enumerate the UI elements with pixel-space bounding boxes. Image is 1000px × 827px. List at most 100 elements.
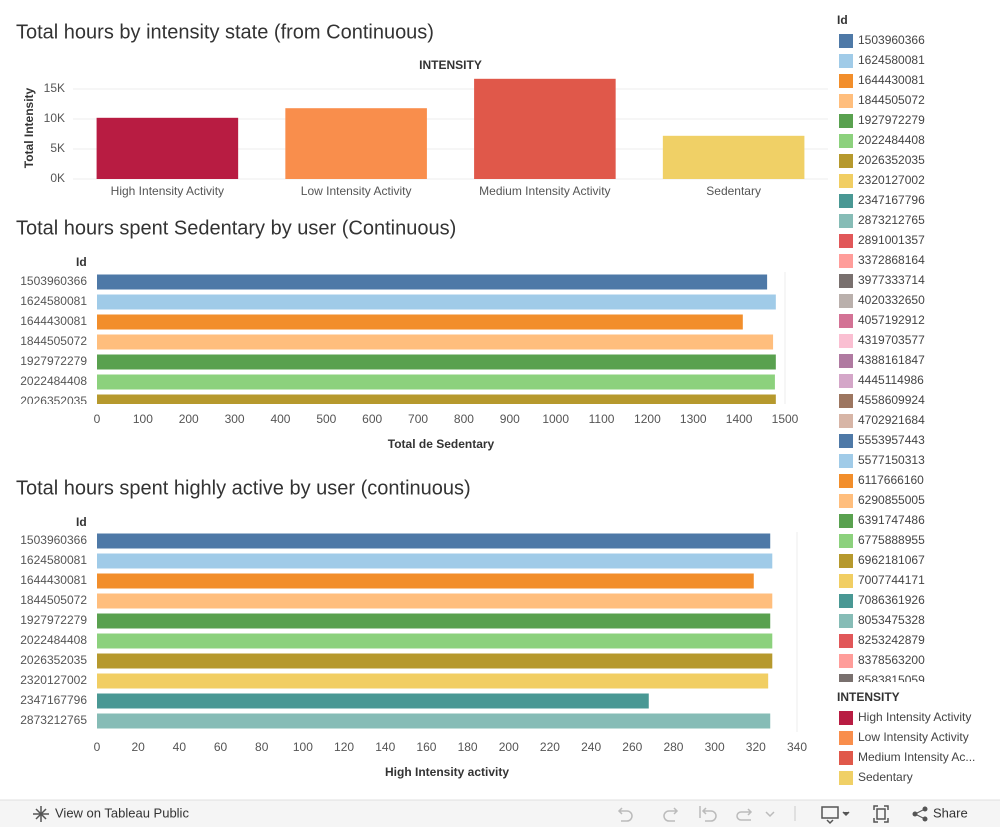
legend-label: 4020332650 xyxy=(858,293,925,307)
y-axis-title: Total Intensity xyxy=(22,87,36,168)
legend-label: 5577150313 xyxy=(858,453,925,467)
legend-label: 6775888955 xyxy=(858,533,925,547)
share-button[interactable]: Share xyxy=(933,805,968,820)
chart-active: Total hours spent highly active by user … xyxy=(16,477,807,779)
legend-items: 1503960366 1624580081 1644430081 1844505072… xyxy=(839,33,925,682)
legend-swatch xyxy=(839,234,853,248)
legend-swatch xyxy=(839,294,853,308)
x-tick-label: 60 xyxy=(214,740,228,754)
y-tick-label: 2026352035 xyxy=(20,653,87,667)
x-tick-label: 280 xyxy=(663,740,683,754)
x-tick-label: Sedentary xyxy=(706,184,761,198)
legend-items: High Intensity Activity Low Intensity Act… xyxy=(839,710,975,785)
legend-swatch xyxy=(839,554,853,568)
legend-label: 1927972279 xyxy=(858,113,925,127)
legend-swatch xyxy=(839,654,853,668)
bar xyxy=(285,108,427,179)
legend-swatch xyxy=(839,414,853,428)
y-tick-label: 2873212765 xyxy=(20,713,87,727)
legend-label: 7007744171 xyxy=(858,573,925,587)
legend-swatch xyxy=(839,394,853,408)
x-tick-label: 180 xyxy=(458,740,478,754)
x-tick-label: 140 xyxy=(375,740,395,754)
bar xyxy=(97,314,743,330)
x-tick-label: High Intensity Activity xyxy=(111,184,224,198)
x-tick-label: 400 xyxy=(270,412,290,426)
y-tick-label: 1644430081 xyxy=(20,573,87,587)
x-tick-label: 700 xyxy=(408,412,428,426)
legend-label: 2873212765 xyxy=(858,213,925,227)
legend-swatch xyxy=(839,214,853,228)
legend-swatch xyxy=(839,34,853,48)
legend-swatch xyxy=(839,751,853,765)
legend-label: 2891001357 xyxy=(858,233,925,247)
legend-swatch xyxy=(839,114,853,128)
legend-label: 6117666160 xyxy=(858,473,924,487)
y-tick-label: 1927972279 xyxy=(20,354,87,368)
x-tick-label: 0 xyxy=(94,740,101,754)
fullscreen-icon[interactable] xyxy=(873,805,889,823)
bar xyxy=(97,653,773,669)
bar xyxy=(97,673,769,689)
legend-swatch xyxy=(839,494,853,508)
y-tick-label: 1644430081 xyxy=(20,314,87,328)
legend-title: Id xyxy=(837,13,848,27)
legend-label: 1624580081 xyxy=(858,53,925,67)
x-tick-label: Low Intensity Activity xyxy=(301,184,412,198)
y-tick-label: 5K xyxy=(50,141,65,155)
toolbar-bg xyxy=(0,800,1000,827)
share-icon[interactable] xyxy=(912,806,928,822)
x-tick-label: 320 xyxy=(746,740,766,754)
legend-swatch xyxy=(839,334,853,348)
x-tick-label: 120 xyxy=(334,740,354,754)
x-tick-label: 500 xyxy=(316,412,336,426)
y-tick-label: 1927972279 xyxy=(20,613,87,627)
x-tick-label: 200 xyxy=(179,412,199,426)
x-tick-label: 100 xyxy=(293,740,313,754)
legend-label: 1644430081 xyxy=(858,73,925,87)
legend-label: 4702921684 xyxy=(858,413,925,427)
y-tick-label: 2022484408 xyxy=(20,633,87,647)
legend-swatch xyxy=(839,254,853,268)
legend-swatch xyxy=(839,134,853,148)
bar xyxy=(97,274,768,290)
x-tick-label: 300 xyxy=(225,412,245,426)
history-icons[interactable] xyxy=(617,806,775,822)
y-tick-label: 15K xyxy=(44,81,65,95)
view-link[interactable]: View on Tableau Public xyxy=(55,805,189,820)
bar xyxy=(97,633,773,649)
legend-swatch xyxy=(839,474,853,488)
bar-rows: 1503960366 1624580081 1644430081 1844505072… xyxy=(20,274,776,404)
legend-label: 4388161847 xyxy=(858,353,925,367)
y-tick-label: 1844505072 xyxy=(20,593,87,607)
legend-swatch xyxy=(839,731,853,745)
x-tick-label: 160 xyxy=(416,740,436,754)
chart-intensity: Total hours by intensity state (from Con… xyxy=(16,21,828,198)
tableau-icon[interactable] xyxy=(33,806,49,822)
legend-label: 4057192912 xyxy=(858,313,925,327)
legend-swatch xyxy=(839,674,853,682)
legend-label: 2026352035 xyxy=(858,153,925,167)
x-tick-label: 340 xyxy=(787,740,807,754)
download-icon[interactable] xyxy=(821,806,850,825)
chart-title: Total hours by intensity state (from Con… xyxy=(16,21,434,43)
legend-swatch xyxy=(839,314,853,328)
y-tick-label: 1503960366 xyxy=(20,274,87,288)
legend-swatch xyxy=(839,274,853,288)
x-axis-title: Total de Sedentary xyxy=(388,437,495,451)
legend-label: Sedentary xyxy=(858,770,913,784)
y-tick-label: 2320127002 xyxy=(20,673,87,687)
x-tick-label: 1300 xyxy=(680,412,707,426)
x-tick-label: 1200 xyxy=(634,412,661,426)
y-tick-label: 2347167796 xyxy=(20,693,87,707)
x-tick-label: 1500 xyxy=(772,412,799,426)
legend-swatch xyxy=(839,771,853,785)
x-tick-label: 40 xyxy=(173,740,187,754)
chart-sedentary: Total hours spent Sedentary by user (Con… xyxy=(16,217,799,451)
legend-title: INTENSITY xyxy=(837,690,900,704)
legend-label: 1503960366 xyxy=(858,33,925,47)
bar xyxy=(97,354,776,370)
legend-swatch xyxy=(839,434,853,448)
legend-label: 4558609924 xyxy=(858,393,925,407)
